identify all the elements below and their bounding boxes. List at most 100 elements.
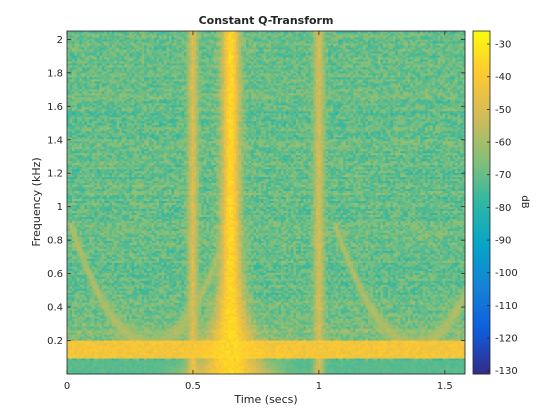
heatmap-cell bbox=[96, 342, 100, 345]
heatmap-cell bbox=[452, 342, 456, 345]
heatmap-cell bbox=[328, 370, 332, 373]
heatmap-cell bbox=[310, 370, 314, 373]
heatmap-cell bbox=[370, 362, 374, 365]
heatmap-cell bbox=[176, 354, 180, 357]
heatmap-cell bbox=[293, 372, 297, 375]
heatmap-cell bbox=[360, 344, 364, 347]
heatmap-cell bbox=[266, 364, 269, 367]
heatmap-cell bbox=[211, 370, 215, 373]
heatmap-cell bbox=[457, 354, 461, 357]
heatmap-cell bbox=[218, 344, 222, 347]
heatmap-cell bbox=[258, 340, 262, 343]
heatmap-cell bbox=[161, 352, 165, 355]
heatmap-cell bbox=[221, 354, 225, 357]
heatmap-cell bbox=[455, 372, 459, 375]
heatmap-cell bbox=[387, 372, 391, 375]
heatmap-cell bbox=[161, 364, 165, 367]
heatmap-cell bbox=[86, 348, 90, 351]
heatmap-cell bbox=[328, 352, 332, 355]
heatmap-cell bbox=[69, 362, 73, 365]
heatmap-cell bbox=[114, 360, 118, 363]
heatmap-cell bbox=[256, 350, 260, 353]
heatmap-cell bbox=[395, 354, 399, 357]
heatmap-cell bbox=[450, 352, 454, 355]
spectrogram-heatmap bbox=[67, 31, 466, 375]
heatmap-cell bbox=[211, 340, 215, 343]
heatmap-cell bbox=[253, 368, 257, 371]
heatmap-cell bbox=[253, 352, 257, 355]
heatmap-cell bbox=[430, 354, 434, 357]
heatmap-cell bbox=[196, 364, 200, 367]
heatmap-cell bbox=[74, 358, 78, 361]
heatmap-cell bbox=[400, 340, 404, 343]
heatmap-cell bbox=[218, 348, 222, 351]
heatmap-cell bbox=[79, 366, 83, 369]
heatmap-cell bbox=[151, 358, 155, 361]
heatmap-cell bbox=[370, 370, 374, 373]
heatmap-cell bbox=[268, 364, 272, 367]
heatmap-cell bbox=[457, 346, 461, 349]
heatmap-cell bbox=[74, 344, 78, 347]
heatmap-cell bbox=[348, 352, 352, 355]
heatmap-cell bbox=[94, 348, 98, 351]
heatmap-cell bbox=[278, 368, 282, 371]
heatmap-cell bbox=[412, 360, 416, 363]
heatmap-cell bbox=[270, 346, 274, 349]
heatmap-cell bbox=[320, 350, 324, 353]
heatmap-cell bbox=[193, 354, 197, 357]
heatmap-cell bbox=[76, 348, 80, 351]
heatmap-cell bbox=[124, 362, 128, 365]
heatmap-cell bbox=[345, 360, 349, 363]
heatmap-cell bbox=[196, 358, 200, 361]
heatmap-cell bbox=[397, 342, 401, 345]
heatmap-cell bbox=[131, 344, 135, 347]
heatmap-cell bbox=[318, 344, 322, 347]
heatmap-cell bbox=[176, 350, 180, 353]
heatmap-cell bbox=[462, 356, 466, 359]
heatmap-cell bbox=[218, 346, 222, 349]
heatmap-cell bbox=[315, 348, 319, 351]
heatmap-cell bbox=[168, 344, 172, 347]
heatmap-cell bbox=[136, 368, 140, 371]
heatmap-cell bbox=[134, 340, 138, 343]
heatmap-cell bbox=[149, 362, 153, 365]
heatmap-cell bbox=[400, 368, 404, 371]
heatmap-cell bbox=[141, 358, 145, 361]
heatmap-cell bbox=[151, 350, 155, 353]
heatmap-cell bbox=[385, 350, 389, 353]
heatmap-cell bbox=[445, 350, 449, 353]
heatmap-cell bbox=[261, 348, 265, 351]
heatmap-cell bbox=[363, 344, 366, 347]
heatmap-cell bbox=[116, 340, 120, 343]
heatmap-cell bbox=[303, 350, 307, 353]
heatmap-cell bbox=[196, 366, 200, 369]
heatmap-cell bbox=[111, 352, 115, 355]
heatmap-cell bbox=[323, 348, 327, 351]
heatmap-cell bbox=[101, 340, 105, 343]
heatmap-cell bbox=[248, 368, 252, 371]
heatmap-cell bbox=[323, 340, 327, 343]
heatmap-cell bbox=[355, 358, 359, 361]
heatmap-cell bbox=[134, 346, 138, 349]
heatmap-cell bbox=[198, 342, 202, 345]
heatmap-cell bbox=[412, 348, 416, 351]
heatmap-cell bbox=[365, 358, 369, 361]
heatmap-cell bbox=[136, 364, 140, 367]
heatmap-cell bbox=[293, 360, 297, 363]
heatmap-cell bbox=[196, 346, 200, 349]
heatmap-cell bbox=[310, 342, 314, 345]
heatmap-cell bbox=[278, 364, 282, 367]
heatmap-cell bbox=[432, 358, 436, 361]
heatmap-cell bbox=[387, 356, 391, 359]
heatmap-cell bbox=[285, 354, 289, 357]
heatmap-cell bbox=[94, 364, 98, 367]
heatmap-cell bbox=[353, 370, 357, 373]
heatmap-cell bbox=[452, 368, 456, 371]
heatmap-cell bbox=[196, 344, 200, 347]
heatmap-cell bbox=[79, 358, 83, 361]
heatmap-cell bbox=[176, 342, 180, 345]
heatmap-cell bbox=[253, 372, 257, 375]
heatmap-cell bbox=[206, 346, 210, 349]
heatmap-cell bbox=[96, 368, 100, 371]
heatmap-cell bbox=[236, 346, 240, 349]
